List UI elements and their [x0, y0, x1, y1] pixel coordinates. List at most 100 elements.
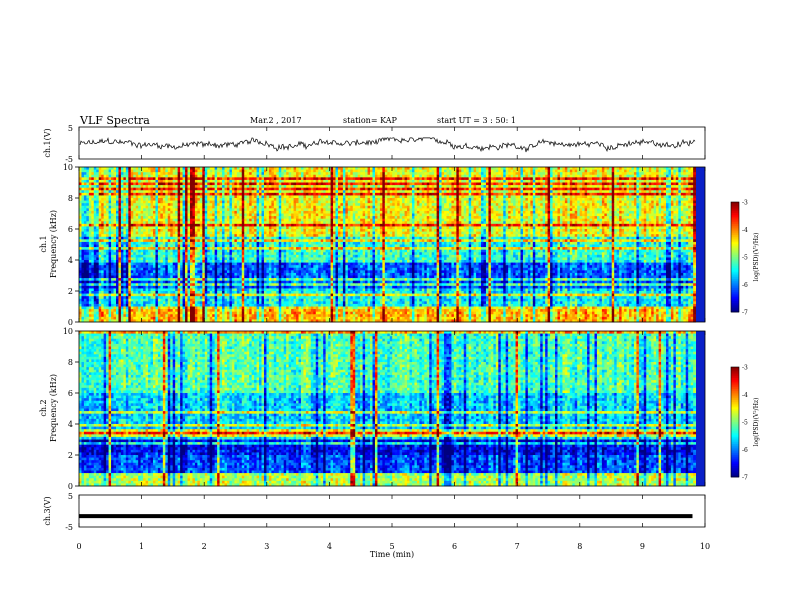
spectrogram-ytick-label: 6	[68, 389, 73, 398]
colorbar-segment	[731, 407, 739, 410]
colorbar-segment	[731, 231, 739, 234]
colorbar-segment	[731, 378, 739, 381]
colorbar-segment	[731, 213, 739, 216]
colorbar-tick-label: -3	[742, 200, 748, 207]
spectrogram-ytick-label: 10	[63, 327, 73, 336]
spectrogram-ytick-label: 2	[68, 287, 73, 296]
ch1-ytick-bottom: -5	[65, 155, 73, 164]
ch1-spectrogram-ylabel: Frequency (kHz)	[49, 210, 58, 278]
ch1-waveform-frame	[78, 126, 706, 160]
x-tick-label: 4	[327, 542, 332, 551]
colorbar-segment	[731, 398, 739, 401]
spectrogram-ytick-label: 10	[63, 163, 73, 172]
colorbar-segment	[731, 370, 739, 373]
colorbar-tick-label: -7	[742, 310, 748, 317]
colorbar-frame	[730, 366, 740, 478]
ch1-ytick-top: 5	[68, 124, 73, 133]
colorbar-segment	[731, 412, 739, 416]
colorbar-segment	[731, 431, 739, 434]
colorbar-segment	[731, 286, 739, 289]
colorbar-segment	[731, 218, 739, 221]
colorbar-segment	[731, 249, 739, 252]
colorbar-segment	[731, 308, 739, 311]
colorbar-segment	[731, 271, 739, 274]
colorbar-segment	[731, 282, 739, 285]
colorbar-segment	[731, 266, 739, 269]
colorbar-tick-label: -6	[742, 282, 748, 289]
colorbar-segment	[731, 264, 739, 267]
colorbar-segment	[731, 203, 739, 207]
colorbar-segment	[731, 304, 739, 307]
colorbar-segment	[731, 222, 739, 225]
colorbar-segment	[731, 374, 739, 377]
colorbar-segment	[731, 471, 739, 474]
colorbar-segment	[731, 280, 739, 284]
colorbar-segment	[731, 451, 739, 454]
ch2-colorbar: -3 -4 -5 -6 -7 log(PSD)(V²/Hz)	[730, 365, 760, 482]
colorbar-segment	[731, 372, 739, 375]
colorbar-segment	[731, 235, 739, 238]
x-tick-label: 8	[577, 542, 582, 551]
colorbar-segment	[731, 422, 739, 425]
colorbar-segment	[731, 401, 739, 405]
colorbar-segment	[731, 392, 739, 395]
colorbar-tick-label: -3	[742, 365, 748, 372]
colorbar-segment	[731, 368, 739, 372]
colorbar-segment	[731, 202, 739, 205]
colorbar-segment	[731, 456, 739, 460]
colorbar-segment	[731, 387, 739, 390]
x-tick-label: 2	[202, 542, 207, 551]
x-tick-label: 6	[452, 542, 457, 551]
colorbar-segment	[731, 209, 739, 212]
spectrogram-ytick-label: 4	[68, 256, 73, 265]
colorbar-segment	[731, 251, 739, 254]
colorbar-segment	[731, 277, 739, 280]
colorbar-segment	[731, 411, 739, 414]
ch3-ytick-top: 5	[68, 492, 73, 501]
colorbar-segment	[731, 269, 739, 273]
colorbar-segment	[731, 423, 739, 427]
colorbar-segment	[731, 425, 739, 428]
colorbar-segment	[731, 416, 739, 419]
ch3-ytick-bottom: -5	[65, 523, 73, 532]
colorbar-segment	[731, 455, 739, 458]
colorbar-label: log(PSD)(V²/Hz)	[753, 233, 760, 282]
spectrogram-ytick-label: 8	[68, 194, 73, 203]
start-time-label: start UT = 3 : 50: 1	[437, 116, 516, 125]
colorbar-tick-label: -5	[742, 255, 748, 262]
colorbar-segment	[731, 449, 739, 452]
colorbar-segment	[731, 434, 739, 438]
colorbar-segment	[731, 442, 739, 445]
colorbar-segment	[731, 367, 739, 370]
spectrogram-ytick-label: 0	[68, 318, 73, 327]
colorbar-segment	[731, 429, 739, 432]
colorbar-segment	[731, 467, 739, 471]
colorbar-segment	[731, 275, 739, 278]
colorbar-segment	[731, 240, 739, 243]
colorbar-segment	[731, 220, 739, 223]
colorbar-segment	[731, 460, 739, 463]
colorbar-segment	[731, 418, 739, 421]
colorbar-segment	[731, 290, 739, 293]
colorbar-frame	[730, 201, 740, 313]
ch2-spectrogram-panel: 0 2 4 6 8 10 ch.2 Frequency (kHz)	[39, 327, 706, 491]
ch3-ylabel: ch.3(V)	[43, 496, 52, 525]
ch2-spectrogram-ylabel: Frequency (kHz)	[49, 374, 58, 442]
colorbar-segment	[731, 262, 739, 265]
colorbar-segment	[731, 464, 739, 467]
colorbar-segment	[731, 473, 739, 476]
colorbar-segment	[731, 458, 739, 461]
colorbar-tick-label: -5	[742, 420, 748, 427]
date-label: Mar.2 , 2017	[250, 116, 302, 125]
x-tick-label: 10	[700, 542, 710, 551]
ch1-spectrogram-ylabel-ch: ch.1	[39, 235, 48, 252]
colorbar-tick-label: -4	[742, 227, 748, 234]
colorbar-segment	[731, 414, 739, 417]
x-tick-label: 3	[264, 542, 269, 551]
colorbar-segment	[731, 453, 739, 456]
colorbar-segment	[731, 394, 739, 397]
colorbar-tick-label: -6	[742, 447, 748, 454]
x-tick-label: 0	[76, 542, 81, 551]
colorbar-segment	[731, 385, 739, 388]
